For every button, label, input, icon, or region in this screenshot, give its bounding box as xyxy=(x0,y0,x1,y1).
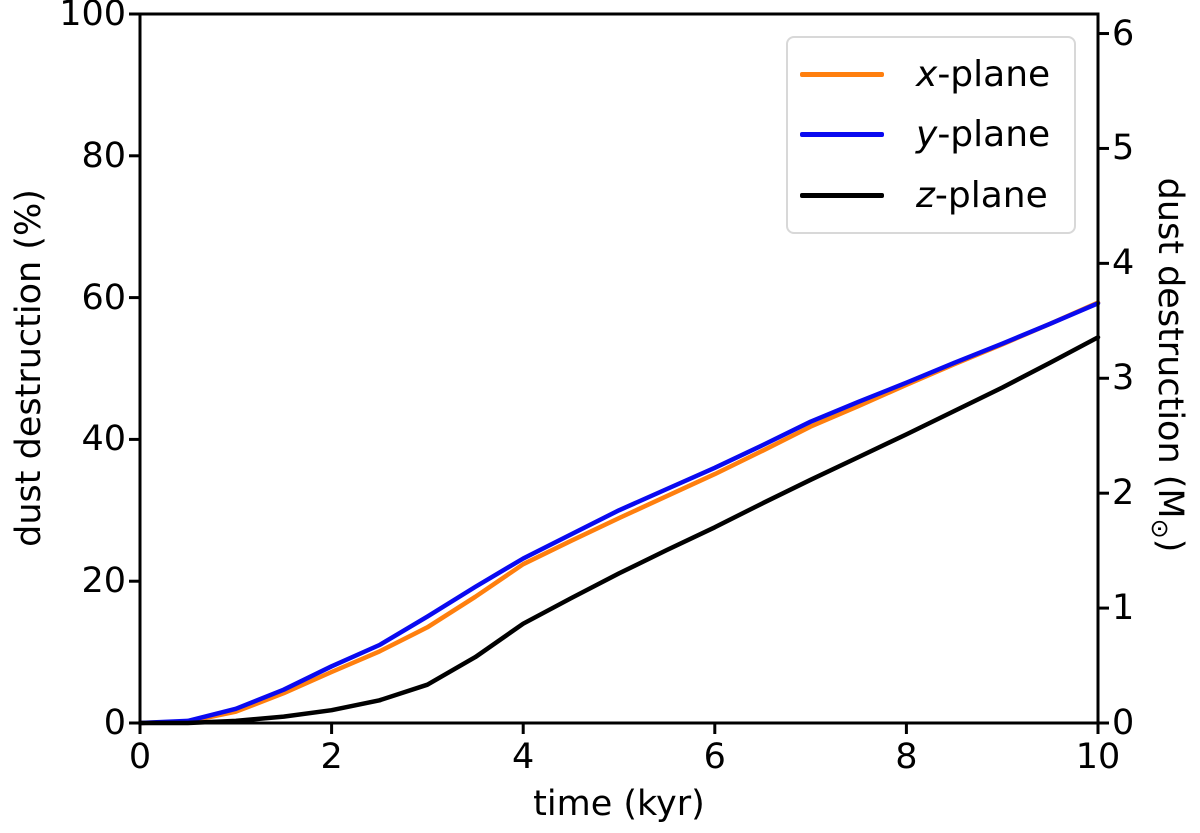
legend: x-plane y-plane z-plane xyxy=(786,36,1076,234)
x-tick-label: 4 xyxy=(512,737,535,777)
left-y-tick-label: 60 xyxy=(81,277,126,318)
legend-item-x-plane: x-plane xyxy=(800,54,1068,95)
left-y-tick-label: 80 xyxy=(81,135,126,176)
legend-symbol: y xyxy=(916,114,938,156)
left-y-tick-label: 0 xyxy=(103,703,126,743)
left-y-axis-label: dust destruction (%) xyxy=(9,189,49,547)
left-y-tick-label: 20 xyxy=(81,561,126,602)
legend-suffix: -plane xyxy=(934,175,1048,217)
x-tick-label: 6 xyxy=(703,737,726,777)
sun-symbol: ⊙ xyxy=(1146,518,1174,539)
right-y-tick-label: 2 xyxy=(1112,473,1135,514)
x-tick-label: 8 xyxy=(895,737,918,777)
right-y-tick-label: 5 xyxy=(1112,128,1135,169)
x-axis-label: time (kyr) xyxy=(533,784,705,824)
right-y-tick-label: 4 xyxy=(1112,243,1135,284)
x-tick-label: 10 xyxy=(1075,737,1121,777)
legend-suffix: -plane xyxy=(937,53,1051,95)
legend-label: x-plane xyxy=(916,54,1050,95)
right-y-tick-label: 6 xyxy=(1112,13,1135,54)
right-y-tick-label: 3 xyxy=(1112,358,1135,399)
right-y-axis-label-close: ) xyxy=(1150,538,1190,553)
left-y-tick-label: 100 xyxy=(59,0,126,34)
right-y-axis-label-text: dust destruction (M xyxy=(1150,177,1190,519)
right-y-tick-label: 1 xyxy=(1112,588,1135,629)
legend-symbol: z xyxy=(916,175,935,217)
x-tick-label: 0 xyxy=(128,737,152,777)
legend-item-y-plane: y-plane xyxy=(800,114,1068,155)
z-plane-line xyxy=(137,335,1101,726)
z-plane-line-swatch xyxy=(800,193,884,199)
x-tick-label: 2 xyxy=(320,737,343,777)
right-y-axis-label: dust destruction (M⊙) xyxy=(1146,178,1190,553)
x-plane-line-swatch xyxy=(800,71,884,77)
legend-label: z-plane xyxy=(916,175,1048,216)
y-plane-line-swatch xyxy=(800,132,884,138)
left-y-tick-label: 40 xyxy=(81,419,126,460)
y-plane-line xyxy=(137,301,1101,726)
legend-label: y-plane xyxy=(916,114,1050,155)
legend-item-z-plane: z-plane xyxy=(800,175,1068,216)
axes-spines xyxy=(138,12,1100,725)
right-y-tick-label: 0 xyxy=(1112,703,1135,743)
legend-suffix: -plane xyxy=(937,114,1051,156)
legend-symbol: x xyxy=(916,53,938,95)
